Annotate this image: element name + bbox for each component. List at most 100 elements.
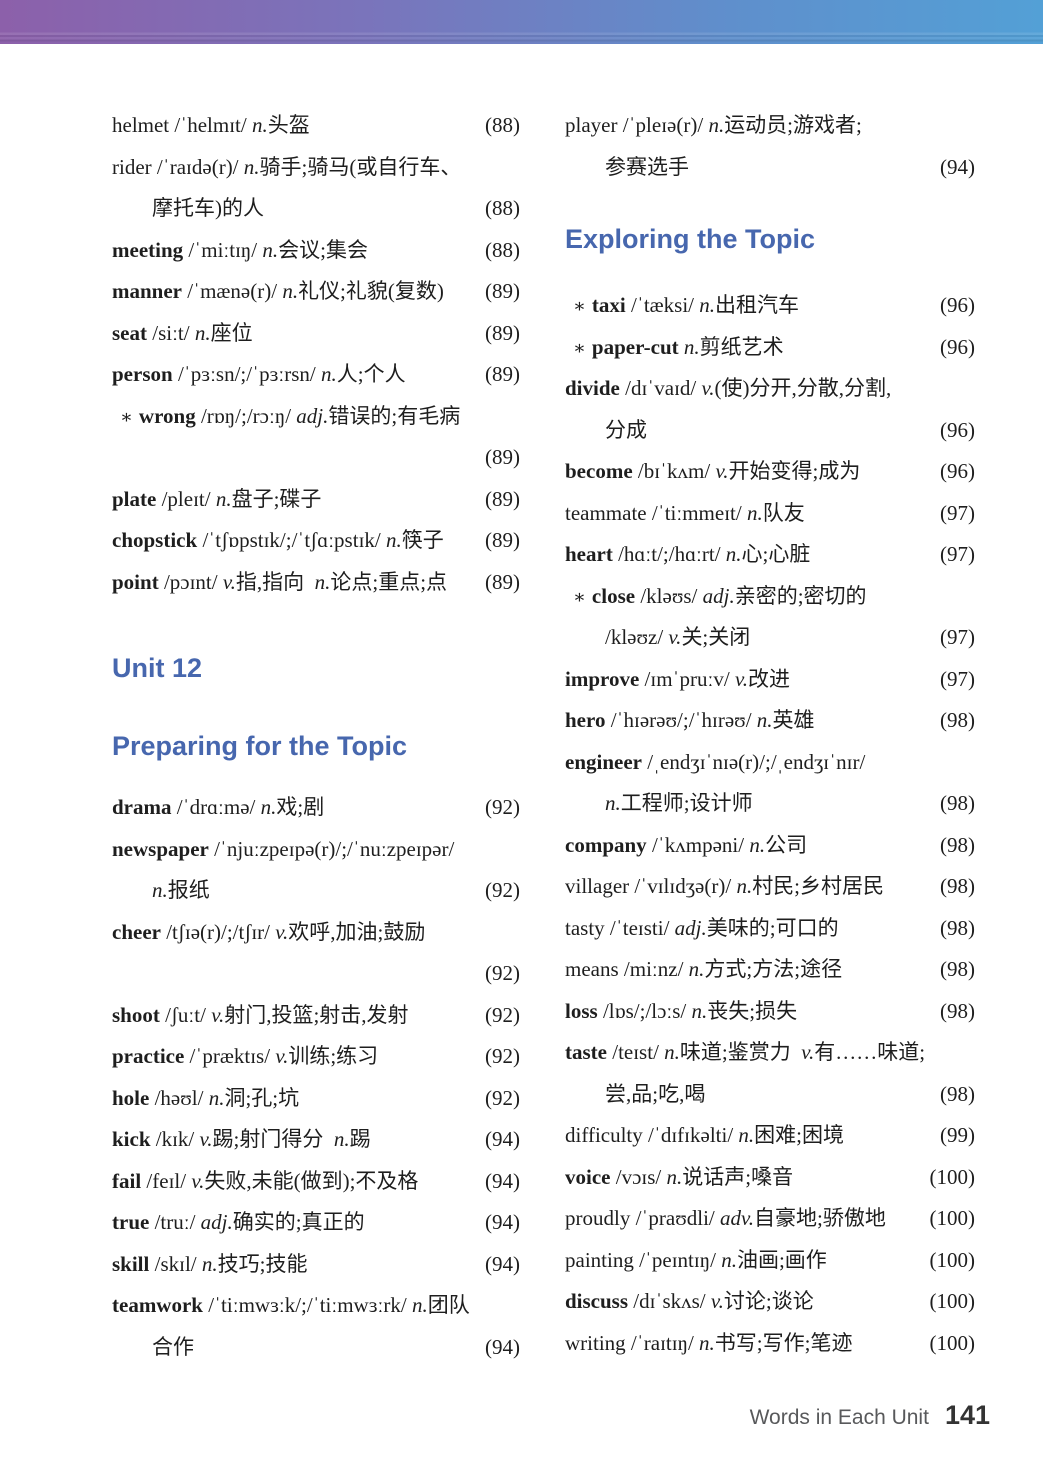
entry-continuation-line: 摩托车)的人 (88) — [112, 188, 520, 230]
entry-line: point /pɔɪnt/ v.指,指向 n.论点;重点;点 (89) — [112, 562, 520, 604]
vocab-entry: teammate /ˈtiːmmeɪt/ n.队友 (97) — [565, 493, 975, 535]
entry-continuation-text: n.工程师;设计师 — [605, 791, 753, 815]
vocab-entry: cheer /tʃɪə(r)/;/tʃɪr/ v.欢呼,加油;鼓励 (92) — [112, 912, 520, 995]
entry-page-ref: (98) — [940, 874, 975, 898]
vocab-entry: writing /ˈraɪtɪŋ/ n.书写;写作;笔迹 (100) — [565, 1323, 975, 1365]
entry-word: villager — [565, 874, 630, 898]
unit-12-header: Unit 12 — [112, 653, 203, 683]
entry-phonetic-and-gloss: /ˈhelmɪt/ n.头盔 — [169, 113, 310, 137]
entry-text: manner /ˈmænə(r)/ n.礼仪;礼貌(复数) — [112, 271, 444, 313]
entry-phonetic-and-gloss: /lɒs/;/lɔːs/ n.丧失;损失 — [597, 998, 798, 1023]
entry-text: shoot /ʃuːt/ v.射门,投篮;射击,发射 — [112, 995, 409, 1037]
page-footer: Words in Each Unit 141 — [750, 1400, 990, 1431]
entry-phonetic-and-gloss: /ˈnjuːzpeɪpə(r)/;/ˈnuːzpeɪpər/ — [208, 836, 455, 861]
vocab-entry: company /ˈkʌmpəni/ n.公司 (98) — [565, 825, 975, 867]
entry-line: ∗ taxi /ˈtæksi/ n.出租汽车 (96) — [565, 285, 975, 327]
entry-line: shoot /ʃuːt/ v.射门,投篮;射击,发射 (92) — [112, 995, 520, 1037]
vocab-entry: difficulty /ˈdɪfɪkəlti/ n.困难;困境 (99) — [565, 1115, 975, 1157]
vocab-entry: painting /ˈpeɪntɪŋ/ n.油画;画作 (100) — [565, 1240, 975, 1282]
entry-line: ∗ paper-cut n.剪纸艺术 (96) — [565, 327, 975, 369]
entry-continuation-line: 尝,品;吃,喝 (98) — [565, 1074, 975, 1116]
entry-word: teamwork — [112, 1293, 203, 1317]
entry-phonetic-and-gloss: /miːnz/ n.方式;方法;途径 — [618, 957, 843, 981]
entry-line: manner /ˈmænə(r)/ n.礼仪;礼貌(复数) (89) — [112, 271, 520, 313]
vocab-entry: point /pɔɪnt/ v.指,指向 n.论点;重点;点 (89) — [112, 562, 520, 604]
entry-word: difficulty — [565, 1123, 643, 1147]
vocab-entry: hero /ˈhɪərəʊ/;/ˈhɪrəʊ/ n.英雄 (98) — [565, 700, 975, 742]
entry-word: chopstick — [112, 528, 198, 552]
entry-word: divide — [565, 376, 620, 400]
entry-phonetic-and-gloss: /truː/ adj.确实的;真正的 — [149, 1210, 365, 1234]
entry-word: player — [565, 113, 618, 137]
entry-word: taste — [565, 1040, 607, 1064]
entry-line: practice /ˈpræktɪs/ v.训练;练习 (92) — [112, 1036, 520, 1078]
entry-text: point /pɔɪnt/ v.指,指向 n.论点;重点;点 — [112, 562, 447, 604]
entry-text: person /ˈpɜːsn/;/ˈpɜːrsn/ n.人;个人 — [112, 354, 406, 396]
entry-page-ref: (100) — [929, 1206, 976, 1230]
entry-text: divide /dɪˈvaɪd/ v.(使)分开,分散,分割, — [565, 368, 891, 410]
entry-word: engineer — [565, 749, 642, 774]
vocab-entry: divide /dɪˈvaɪd/ v.(使)分开,分散,分割, 分成 (96) — [565, 368, 975, 451]
entry-continuation-line: 分成 (96) — [565, 410, 975, 452]
entry-continuation-text: n.报纸 — [152, 878, 210, 902]
star-marker: ∗ — [120, 406, 133, 428]
vocab-entry: true /truː/ adj.确实的;真正的 (94) — [112, 1202, 520, 1244]
entry-page-ref: (89) — [485, 569, 520, 594]
entry-page-ref: (97) — [940, 542, 975, 566]
vocab-entry: proudly /ˈpraʊdli/ adv.自豪地;骄傲地 (100) — [565, 1198, 975, 1240]
entry-word: wrong — [138, 403, 196, 428]
entry-line: discuss /dɪˈskʌs/ v.讨论;谈论 (100) — [565, 1281, 975, 1323]
vocab-entry: chopstick /ˈtʃɒpstɪk/;/ˈtʃɑːpstɪk/ n.筷子 (… — [112, 520, 520, 562]
section-header-exploring: Exploring the Topic — [565, 224, 816, 254]
entry-line: teamwork /ˈtiːmwɜːk/;/ˈtiːmwɜːrk/ n.团队 — [112, 1285, 520, 1327]
entry-continuation-text: 尝,品;吃,喝 — [605, 1081, 706, 1106]
entry-phonetic-and-gloss: /ˈpleɪə(r)/ n.运动员;游戏者; — [617, 113, 862, 137]
vocab-entry: drama /ˈdrɑːmə/ n.戏;剧 (92) — [112, 787, 520, 829]
vocab-entry: skill /skɪl/ n.技巧;技能 (94) — [112, 1244, 520, 1286]
vocab-entry: manner /ˈmænə(r)/ n.礼仪;礼貌(复数) (89) — [112, 271, 520, 313]
entry-line: skill /skɪl/ n.技巧;技能 (94) — [112, 1244, 520, 1286]
entry-page-ref: (98) — [940, 1081, 975, 1106]
entry-text: chopstick /ˈtʃɒpstɪk/;/ˈtʃɑːpstɪk/ n.筷子 — [112, 520, 444, 562]
entry-continuation-text: 摩托车)的人 — [152, 196, 264, 220]
entry-word: painting — [565, 1247, 634, 1272]
vocab-list-right-top: player /ˈpleɪə(r)/ n.运动员;游戏者; 参赛选手 (94) — [565, 105, 975, 188]
entry-phonetic-and-gloss: /həʊl/ n.洞;孔;坑 — [149, 1085, 300, 1110]
entry-word: writing — [565, 1330, 626, 1355]
entry-phonetic-and-gloss: /kɪk/ v.踢;射门得分 n.踢 — [150, 1127, 371, 1151]
entry-phonetic-and-gloss: /ˈmænə(r)/ n.礼仪;礼貌(复数) — [182, 279, 444, 303]
entry-text: rider /ˈraɪdə(r)/ n.骑手;骑马(或自行车、 — [112, 147, 461, 189]
entry-line: painting /ˈpeɪntɪŋ/ n.油画;画作 (100) — [565, 1240, 975, 1282]
entry-text: difficulty /ˈdɪfɪkəlti/ n.困难;困境 — [565, 1115, 844, 1157]
entry-text: fail /feɪl/ v.失败,未能(做到);不及格 — [112, 1161, 418, 1203]
entry-text: company /ˈkʌmpəni/ n.公司 — [565, 825, 807, 867]
entry-page-ref: (92) — [485, 1044, 520, 1068]
entry-word: paper-cut — [591, 334, 679, 359]
entry-line: plate /pleɪt/ n.盘子;碟子 (89) — [112, 479, 520, 521]
entry-line: engineer /ˌendʒɪˈnɪə(r)/;/ˌendʒɪˈnɪr/ — [565, 742, 975, 784]
entry-word: loss — [565, 998, 598, 1023]
vocab-entry: heart /hɑːt/;/hɑːrt/ n.心;心脏 (97) — [565, 534, 975, 576]
entry-word: person — [112, 362, 173, 386]
entry-page-ref: (100) — [929, 1289, 976, 1313]
entry-word: voice — [565, 1164, 611, 1189]
entry-line: drama /ˈdrɑːmə/ n.戏;剧 (92) — [112, 787, 520, 829]
vocab-entry: newspaper /ˈnjuːzpeɪpə(r)/;/ˈnuːzpeɪpər/… — [112, 829, 520, 912]
entry-page-ref: (88) — [485, 113, 520, 137]
footer-page-number: 141 — [944, 1400, 990, 1430]
vocab-entry: ∗ close /kləʊs/ adj.亲密的;密切的/kləʊz/ v.关;关闭… — [565, 576, 975, 659]
vocab-entry: tasty /ˈteɪsti/ adj.美味的;可口的 (98) — [565, 908, 975, 950]
entry-phonetic-and-gloss: /ˈdɪfɪkəlti/ n.困难;困境 — [642, 1123, 845, 1147]
entry-text: seat /siːt/ n.座位 — [112, 313, 253, 355]
vocab-entry: rider /ˈraɪdə(r)/ n.骑手;骑马(或自行车、 摩托车)的人 (88… — [112, 147, 520, 230]
entry-line: improve /ɪmˈpruːv/ v.改进 (97) — [565, 659, 975, 701]
entry-continuation-line: n.报纸 (92) — [112, 870, 520, 912]
entry-line: true /truː/ adj.确实的;真正的 (94) — [112, 1202, 520, 1244]
page-top-gradient-bar — [0, 0, 1043, 44]
vocab-entry: kick /kɪk/ v.踢;射门得分 n.踢 (94) — [112, 1119, 520, 1161]
vocab-entry: ∗ taxi /ˈtæksi/ n.出租汽车 (96) — [565, 285, 975, 327]
entry-word: hero — [565, 708, 606, 732]
entry-page-ref: (94) — [940, 154, 975, 179]
star-marker: ∗ — [573, 337, 586, 359]
entry-phonetic-and-gloss: /pleɪt/ n.盘子;碟子 — [156, 486, 322, 511]
